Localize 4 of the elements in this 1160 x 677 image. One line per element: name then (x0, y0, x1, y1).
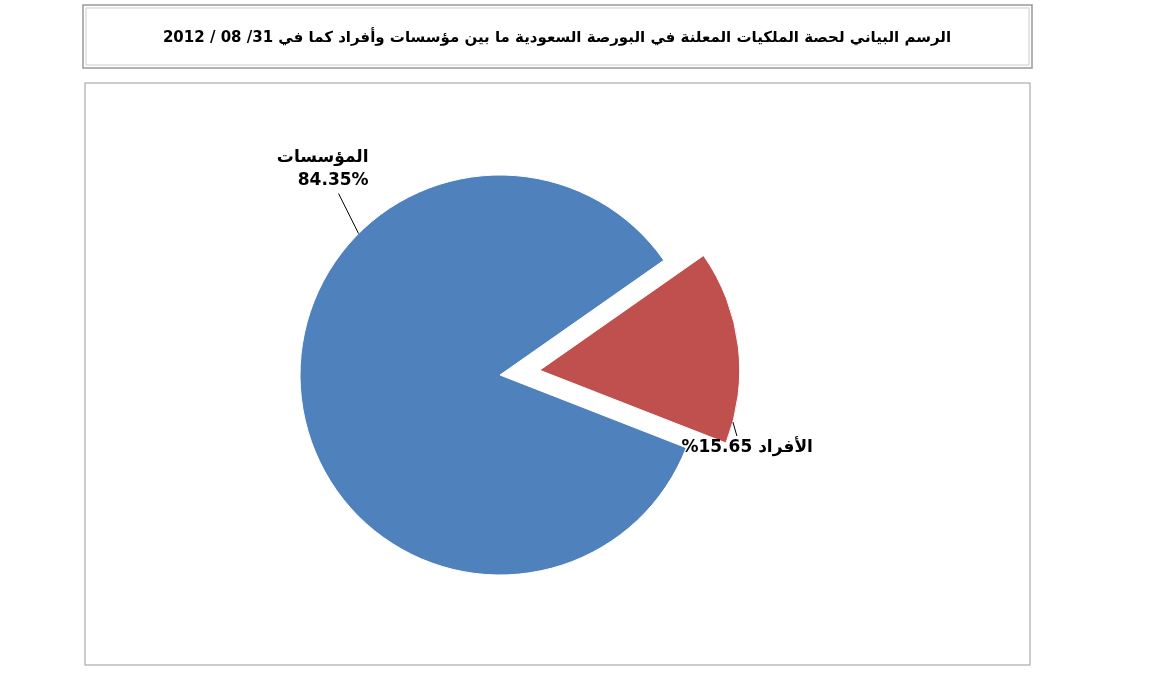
slice-label: الأفراد 15.65% (681, 436, 813, 458)
slice-label: المؤسسات (276, 145, 369, 167)
chart-title: الرسم البياني لحصة الملكيات المعلنة في البورصة السعودية ما بين مؤسسات وأفراد كما في 31/ 08 / 2012 (162, 27, 952, 46)
data-label: 84.35% (297, 168, 369, 189)
